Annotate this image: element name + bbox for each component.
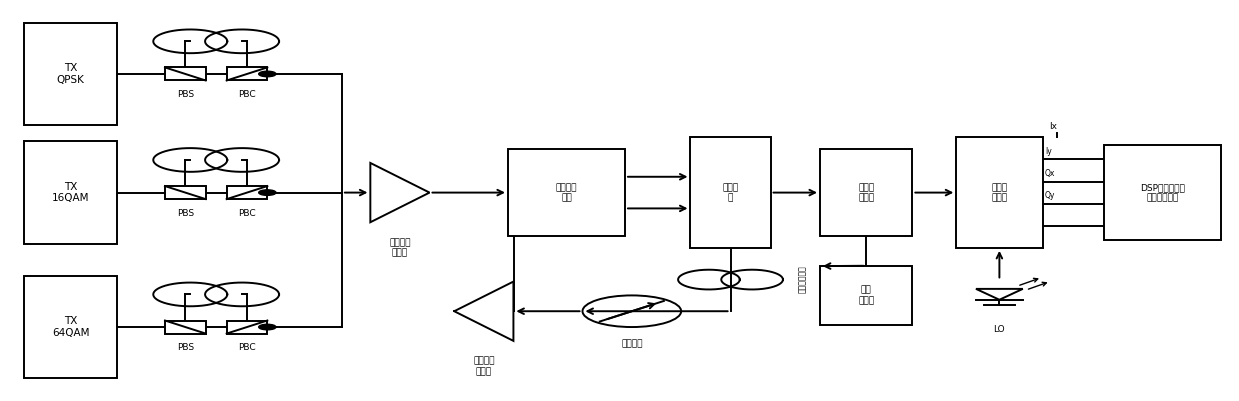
Circle shape [582,296,681,327]
Text: PBS: PBS [177,343,193,352]
Text: 光耦合
器: 光耦合 器 [722,183,738,202]
Text: 光带通
滤波器: 光带通 滤波器 [859,183,875,202]
Bar [165,186,206,199]
Text: 光衰减器: 光衰减器 [621,339,643,348]
Text: Qx: Qx [1044,169,1056,178]
Polygon shape [976,289,1023,300]
Text: 相干光
接收机: 相干光 接收机 [991,183,1007,202]
FancyBboxPatch shape [25,141,116,244]
Text: 光纤循环
回路: 光纤循环 回路 [556,183,577,202]
Text: Qy: Qy [1044,192,1056,200]
Text: DSP算法处理和
光信噪比监测: DSP算法处理和 光信噪比监测 [1140,183,1184,202]
FancyBboxPatch shape [820,266,912,325]
Text: PBC: PBC [238,343,255,352]
FancyBboxPatch shape [820,149,912,236]
Circle shape [259,324,276,330]
FancyBboxPatch shape [508,149,624,236]
Polygon shape [455,282,513,341]
FancyBboxPatch shape [25,275,116,379]
Bar [227,67,268,81]
Bar [227,186,268,199]
Text: TX
QPSK: TX QPSK [57,63,84,85]
Text: Ix: Ix [1048,122,1057,131]
Text: 标准单模光纤: 标准单模光纤 [798,266,808,294]
FancyBboxPatch shape [25,22,116,126]
Polygon shape [370,163,430,222]
Text: PBS: PBS [177,90,193,99]
Text: 掺铒光纤
放大器: 掺铒光纤 放大器 [389,238,410,257]
Text: TX
64QAM: TX 64QAM [52,316,89,338]
Text: Iy: Iy [1044,147,1052,156]
Circle shape [259,190,276,195]
Bar [227,320,268,334]
Circle shape [259,71,276,77]
Text: 光谱
分析仪: 光谱 分析仪 [859,286,875,305]
Text: PBC: PBC [238,209,255,218]
Text: TX
16QAM: TX 16QAM [52,182,89,203]
Bar [165,67,206,81]
FancyBboxPatch shape [957,137,1042,248]
Bar [165,320,206,334]
Text: PBS: PBS [177,209,193,218]
Text: PBC: PBC [238,90,255,99]
Text: LO: LO [994,325,1005,334]
FancyBboxPatch shape [690,137,771,248]
Text: 掺铒光纤
放大器: 掺铒光纤 放大器 [473,357,494,376]
FancyBboxPatch shape [1104,145,1220,240]
